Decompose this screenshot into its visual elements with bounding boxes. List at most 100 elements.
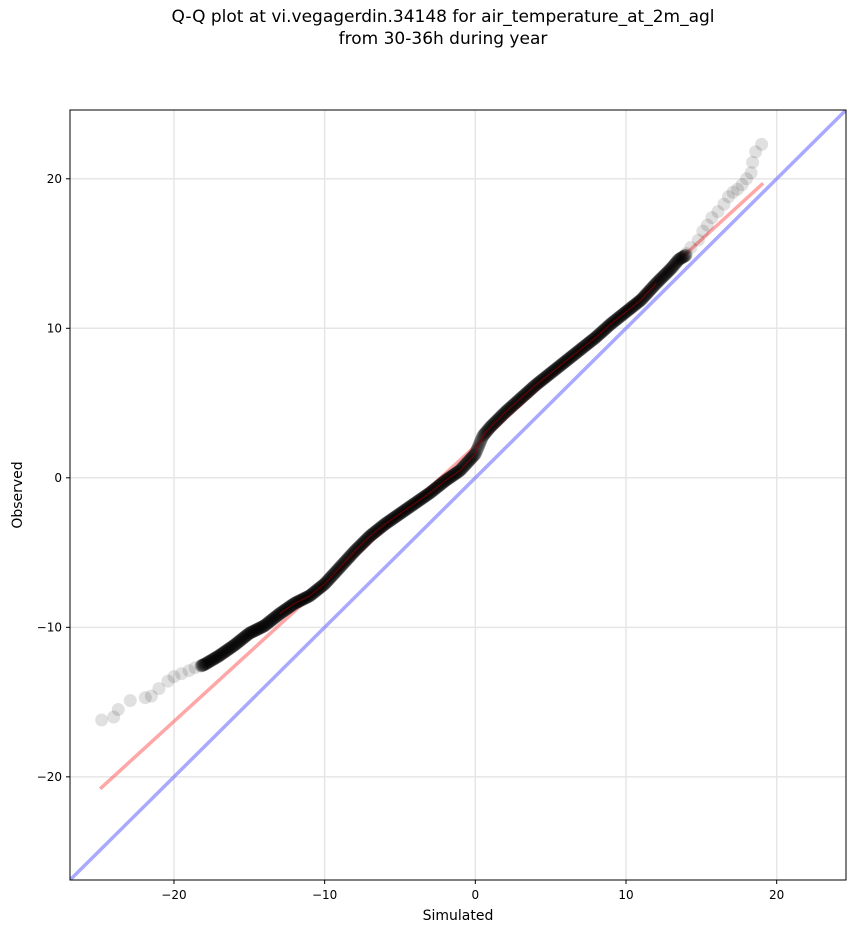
data-point (676, 250, 690, 264)
data-point (746, 155, 760, 169)
data-point (679, 248, 693, 262)
data-point (220, 643, 234, 657)
y-axis-label: Observed (10, 461, 26, 528)
x-tick-label: −20 (161, 888, 186, 902)
quantile-trace (279, 282, 657, 615)
data-point (731, 182, 745, 196)
data-point (721, 190, 735, 204)
data-point (161, 674, 175, 688)
data-point (196, 658, 210, 672)
data-point (267, 611, 281, 625)
data-point (661, 265, 675, 279)
x-tick-label: 0 (472, 888, 480, 902)
y-tick-label: 0 (54, 471, 62, 485)
data-point (265, 612, 279, 626)
data-point (654, 272, 668, 286)
data-point (657, 269, 671, 283)
chart-title-line-1: Q-Q plot at vi.vegagerdin.34148 for air_… (171, 7, 715, 27)
data-point (240, 628, 254, 642)
data-point (221, 643, 235, 657)
plot-frame (69, 109, 847, 881)
data-point (194, 659, 208, 673)
identity-line (70, 110, 846, 880)
data-point (671, 253, 685, 267)
data-point (197, 658, 211, 672)
data-point (207, 652, 221, 666)
data-point (236, 631, 250, 645)
data-point (202, 655, 216, 669)
data-point (265, 613, 279, 627)
data-point (661, 264, 675, 278)
data-point (666, 260, 680, 274)
fit-line-layer (98, 181, 765, 791)
data-point (138, 691, 152, 705)
data-point (95, 713, 109, 727)
data-point (662, 263, 676, 277)
data-point (202, 655, 216, 669)
x-tick-label: 20 (769, 888, 784, 902)
data-point (256, 619, 270, 633)
data-point (679, 247, 693, 261)
data-point (268, 611, 282, 625)
data-point (749, 145, 763, 159)
data-point (214, 647, 228, 661)
grid (70, 110, 846, 880)
data-point (735, 178, 749, 192)
data-point (260, 617, 274, 631)
data-point (226, 639, 240, 653)
data-point (188, 661, 202, 675)
data-point (225, 640, 239, 654)
data-point (260, 616, 274, 630)
data-point (696, 224, 710, 238)
x-tick-label: 10 (618, 888, 633, 902)
data-point (674, 251, 688, 265)
data-point (232, 634, 246, 648)
data-point (215, 647, 229, 661)
data-point (250, 623, 264, 637)
y-tick-label: −10 (37, 620, 62, 634)
data-point (236, 632, 250, 646)
data-point (653, 272, 667, 286)
x-axis-label: Simulated (423, 908, 494, 924)
chart-title-line-2: from 30-36h during year (338, 29, 548, 49)
data-point (212, 649, 226, 663)
data-point (254, 621, 268, 635)
data-point (235, 632, 249, 646)
fit-line (98, 181, 765, 791)
data-point (241, 628, 255, 642)
data-point (222, 642, 236, 656)
data-point (167, 670, 181, 684)
data-point (246, 624, 260, 638)
data-point (201, 656, 215, 670)
data-point (266, 612, 280, 626)
data-point (144, 689, 158, 703)
data-point (231, 635, 245, 649)
data-point (241, 627, 255, 641)
data-point (664, 262, 678, 276)
data-point (199, 657, 213, 671)
data-point (673, 252, 687, 266)
data-point (234, 633, 248, 647)
data-point (223, 641, 237, 655)
data-point (226, 639, 240, 653)
data-point (655, 271, 669, 285)
y-tick-label: 20 (47, 172, 62, 186)
identity-line-layer (70, 110, 846, 880)
data-point (660, 266, 674, 280)
data-point (726, 185, 740, 199)
data-point (228, 638, 242, 652)
data-point (227, 638, 241, 652)
data-point (657, 268, 671, 282)
data-point (259, 618, 273, 632)
x-axis-ticks: −20 −10 0 10 20 (161, 880, 784, 902)
data-point (245, 625, 259, 639)
data-point (253, 621, 267, 635)
data-point (269, 610, 283, 624)
data-point (670, 255, 684, 269)
data-point (198, 657, 212, 671)
data-point (243, 626, 257, 640)
data-point (219, 644, 233, 658)
data-point (250, 622, 264, 636)
data-point (233, 634, 247, 648)
